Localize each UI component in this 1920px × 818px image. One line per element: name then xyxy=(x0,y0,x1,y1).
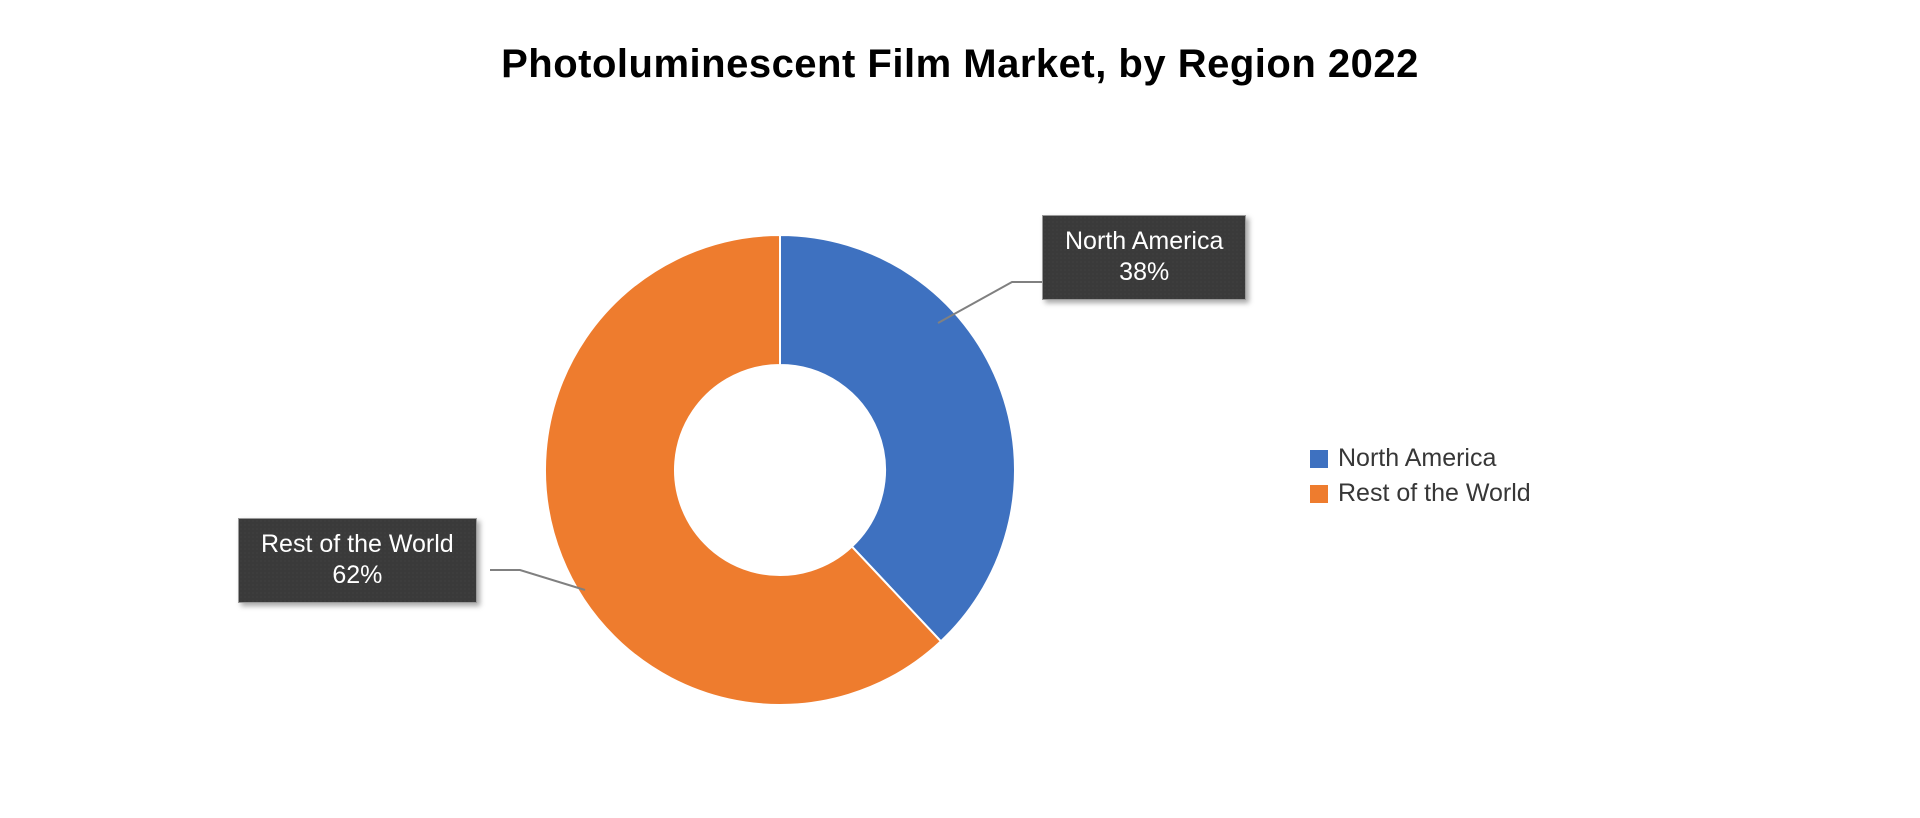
callout-label: North America xyxy=(1065,226,1223,257)
legend-swatch xyxy=(1310,450,1328,468)
legend-label: North America xyxy=(1338,444,1496,473)
legend-item: North America xyxy=(1310,444,1531,473)
callout-value: 38% xyxy=(1065,257,1223,288)
donut-chart xyxy=(0,0,1920,818)
legend-item: Rest of the World xyxy=(1310,479,1531,508)
callout-north-america: North America 38% xyxy=(1042,215,1246,300)
callout-label: Rest of the World xyxy=(261,529,454,560)
chart-legend: North America Rest of the World xyxy=(1310,438,1531,514)
callout-rest-of-world: Rest of the World 62% xyxy=(238,518,477,603)
callout-value: 62% xyxy=(261,560,454,591)
donut-hole xyxy=(675,365,885,575)
legend-label: Rest of the World xyxy=(1338,479,1531,508)
legend-swatch xyxy=(1310,485,1328,503)
